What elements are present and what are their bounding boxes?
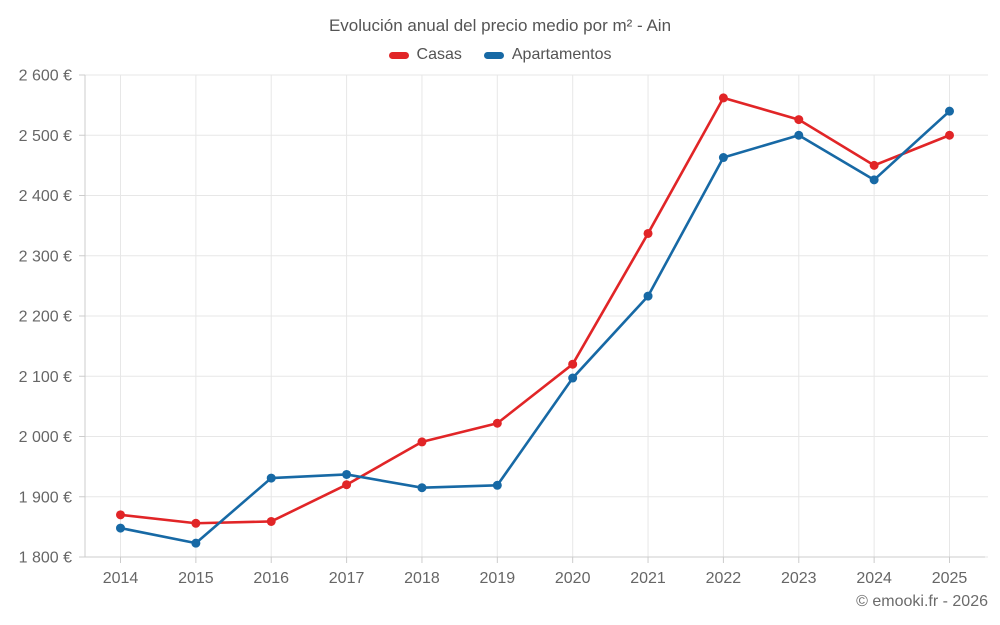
casas-series-swatch-icon — [388, 51, 409, 59]
svg-text:2 500 €: 2 500 € — [19, 128, 72, 145]
svg-text:2024: 2024 — [856, 570, 892, 587]
copyright-footer: © emooki.fr - 2026 — [856, 593, 988, 610]
svg-text:2 200 €: 2 200 € — [19, 309, 72, 326]
svg-text:2 600 €: 2 600 € — [19, 68, 72, 85]
svg-text:2015: 2015 — [178, 570, 214, 587]
svg-text:1 900 €: 1 900 € — [19, 489, 72, 506]
chart-title: Evolución anual del precio medio por m² … — [328, 16, 672, 35]
svg-text:2 100 €: 2 100 € — [19, 369, 72, 386]
svg-text:2023: 2023 — [781, 570, 817, 587]
svg-text:2014: 2014 — [103, 570, 139, 587]
svg-text:2018: 2018 — [404, 570, 440, 587]
svg-text:2 300 €: 2 300 € — [19, 248, 72, 265]
legend-item-casas[interactable]: Casas — [388, 46, 462, 64]
svg-text:2022: 2022 — [706, 570, 742, 587]
svg-text:2019: 2019 — [480, 570, 516, 587]
svg-text:2017: 2017 — [329, 570, 365, 587]
legend-item-apartamentos[interactable]: Apartamentos — [483, 46, 612, 64]
svg-text:2 000 €: 2 000 € — [19, 429, 72, 446]
apartamentos-series-swatch-icon — [483, 51, 504, 59]
chart-legend: Casas Apartamentos — [0, 46, 1000, 64]
svg-text:2021: 2021 — [630, 570, 666, 587]
svg-text:2025: 2025 — [932, 570, 968, 587]
svg-text:2016: 2016 — [253, 570, 289, 587]
legend-label-apartamentos: Apartamentos — [511, 46, 612, 63]
svg-text:2 400 €: 2 400 € — [19, 188, 72, 205]
svg-text:2020: 2020 — [555, 570, 591, 587]
svg-text:1 800 €: 1 800 € — [19, 550, 72, 567]
legend-label-casas: Casas — [416, 46, 462, 63]
